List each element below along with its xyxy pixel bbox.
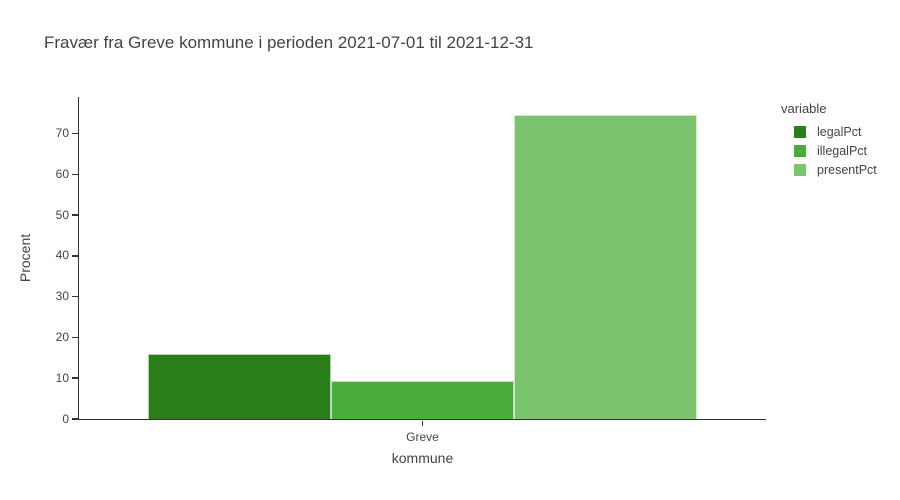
x-tick-label: Greve — [406, 430, 439, 444]
legend-swatch-icon — [794, 144, 806, 157]
y-tick-label: 40 — [55, 248, 69, 263]
legend-item-illegalPct[interactable]: illegalPct — [779, 141, 877, 160]
legend-swatch-icon — [794, 163, 806, 176]
legend-item-label: legalPct — [817, 124, 862, 139]
y-tick-label: 10 — [55, 370, 69, 385]
y-tick-label: 20 — [55, 329, 69, 344]
legend: variable legalPct illegalPct presentPct — [779, 101, 877, 179]
y-axis-title: Procent — [17, 233, 33, 283]
y-tick-label: 50 — [55, 207, 69, 222]
plot-area: kommune 0 10 20 30 40 50 60 70 Greve — [56, 97, 766, 466]
x-tick-mark — [421, 420, 424, 426]
legend-items: legalPct illegalPct presentPct — [779, 122, 877, 179]
x-axis-title: kommune — [391, 450, 454, 466]
legend-title: variable — [781, 101, 827, 116]
legend-item-legalPct[interactable]: legalPct — [779, 122, 877, 141]
y-tick-label: 30 — [55, 289, 69, 304]
y-tick-mark — [72, 173, 78, 176]
bar-illegalPct[interactable] — [330, 380, 515, 419]
chart-title: Fravær fra Greve kommune i perioden 2021… — [44, 33, 534, 52]
bar-presentPct[interactable] — [514, 114, 698, 419]
y-tick-mark — [72, 418, 78, 420]
legend-item-label: presentPct — [817, 162, 877, 177]
legend-item-label: illegalPct — [817, 143, 868, 158]
y-tick-label: 70 — [55, 126, 69, 141]
y-tick-mark — [72, 336, 78, 339]
legend-swatch-icon — [794, 125, 806, 138]
legend-item-presentPct[interactable]: presentPct — [779, 160, 877, 179]
y-tick-mark — [72, 132, 78, 135]
y-tick-label: 60 — [55, 166, 69, 181]
y-tick-mark — [72, 295, 78, 298]
bar-legalPct[interactable] — [147, 354, 331, 419]
y-tick-label: 0 — [62, 411, 69, 426]
y-tick-mark — [72, 377, 78, 379]
y-tick-mark — [72, 255, 78, 257]
y-tick-mark — [72, 214, 78, 216]
